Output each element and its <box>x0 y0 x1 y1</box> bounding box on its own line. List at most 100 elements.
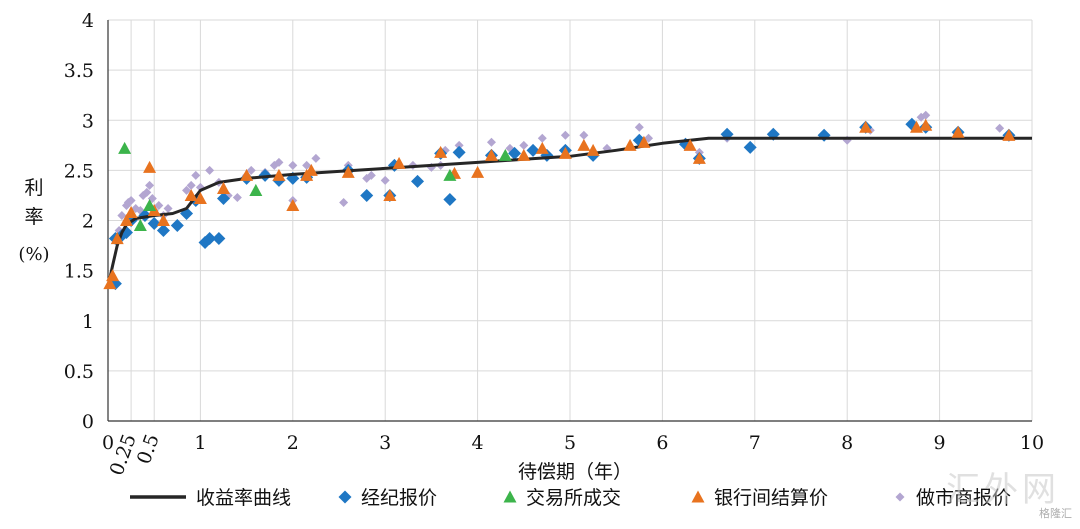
legend-label: 银行间结算价 <box>714 487 828 509</box>
data-point <box>519 140 529 150</box>
data-point <box>288 160 298 170</box>
y-tick-label: 1.5 <box>64 261 94 283</box>
data-point <box>145 180 155 190</box>
data-point <box>106 269 120 282</box>
data-point <box>443 192 457 206</box>
data-point <box>623 138 637 151</box>
y-tick-label: 2.5 <box>64 160 94 182</box>
data-point <box>360 188 374 202</box>
data-point <box>995 123 1005 133</box>
data-point <box>186 180 196 190</box>
data-point <box>919 118 933 131</box>
data-point <box>156 214 170 227</box>
data-point <box>577 138 591 151</box>
data-point <box>232 192 242 202</box>
data-point <box>526 143 540 157</box>
data-point <box>471 165 485 178</box>
data-point <box>212 232 226 246</box>
y-axis-title: 率 <box>24 206 43 228</box>
data-point <box>217 181 230 194</box>
y-tick-label: 0.5 <box>64 361 94 383</box>
data-point <box>683 138 697 151</box>
x-tick-label: 6 <box>656 432 668 454</box>
data-point <box>182 185 192 195</box>
legend-swatch <box>503 490 517 503</box>
data-point <box>339 197 349 207</box>
y-axis-title: 利 <box>24 177 43 199</box>
x-tick-label: 1 <box>194 432 206 454</box>
data-point <box>311 153 321 163</box>
x-tick-label: 3 <box>379 432 391 454</box>
watermark-text: 汇外网 <box>946 470 1060 510</box>
y-tick-label: 3.5 <box>64 60 94 82</box>
x-tick-label: 2 <box>287 432 299 454</box>
data-point <box>341 165 355 178</box>
data-point <box>193 191 207 204</box>
data-point <box>272 168 286 181</box>
data-point <box>126 195 136 205</box>
data-point <box>454 140 464 150</box>
data-point <box>366 170 376 180</box>
data-point <box>304 163 318 176</box>
data-point <box>537 133 547 143</box>
legend-label: 做市商报价 <box>916 487 1011 509</box>
x-tick-label: 7 <box>749 432 761 454</box>
data-point <box>119 214 133 227</box>
data-point <box>579 130 589 140</box>
legend-swatch <box>338 490 352 504</box>
legend-swatch <box>895 492 905 502</box>
data-point <box>637 135 651 148</box>
data-point <box>118 141 132 154</box>
data-point <box>1002 128 1016 141</box>
data-point <box>383 188 397 201</box>
watermark-source: 格隆汇 <box>1039 507 1072 520</box>
data-point <box>558 146 572 159</box>
series-line-yield-curve <box>108 136 1032 279</box>
data-point <box>743 140 757 154</box>
data-point <box>452 145 466 159</box>
data-point <box>156 224 170 238</box>
data-point <box>217 191 230 205</box>
data-point <box>133 219 147 232</box>
data-point <box>142 187 152 197</box>
data-point <box>240 168 254 181</box>
data-point <box>110 232 124 245</box>
x-tick-label: 10 <box>1020 432 1044 454</box>
data-point <box>154 200 164 210</box>
data-point <box>392 156 406 169</box>
y-tick-label: 1 <box>82 311 94 333</box>
legend-swatch <box>691 490 705 503</box>
y-tick-label: 3 <box>82 110 94 132</box>
data-point <box>443 168 457 181</box>
data-point <box>560 130 570 140</box>
legend-label: 经纪报价 <box>361 487 437 509</box>
y-tick-label: 0 <box>82 411 94 433</box>
data-point <box>124 205 138 219</box>
x-tick-label-rotated: 0.5 <box>133 431 164 467</box>
x-tick-label: 8 <box>841 432 853 454</box>
y-tick-label: 4 <box>82 10 94 32</box>
data-point <box>286 198 300 211</box>
data-point <box>274 157 284 167</box>
data-point <box>143 160 157 173</box>
data-point <box>910 120 923 133</box>
data-point <box>951 125 965 138</box>
data-point <box>508 146 522 160</box>
data-point <box>517 148 531 161</box>
data-point <box>692 151 706 164</box>
x-axis-title: 待偿期（年） <box>518 461 632 483</box>
data-point <box>170 219 184 233</box>
legend-label: 交易所成交 <box>526 487 621 509</box>
data-point <box>143 198 157 211</box>
data-point <box>147 217 161 231</box>
y-tick-label: 2 <box>82 211 94 233</box>
x-tick-label: 4 <box>472 432 484 454</box>
data-point <box>246 165 256 175</box>
x-tick-label: 0 <box>102 432 114 454</box>
y-axis-title: (%) <box>18 244 49 265</box>
data-point <box>302 160 312 170</box>
x-tick-label: 9 <box>934 432 946 454</box>
data-point <box>380 175 390 185</box>
